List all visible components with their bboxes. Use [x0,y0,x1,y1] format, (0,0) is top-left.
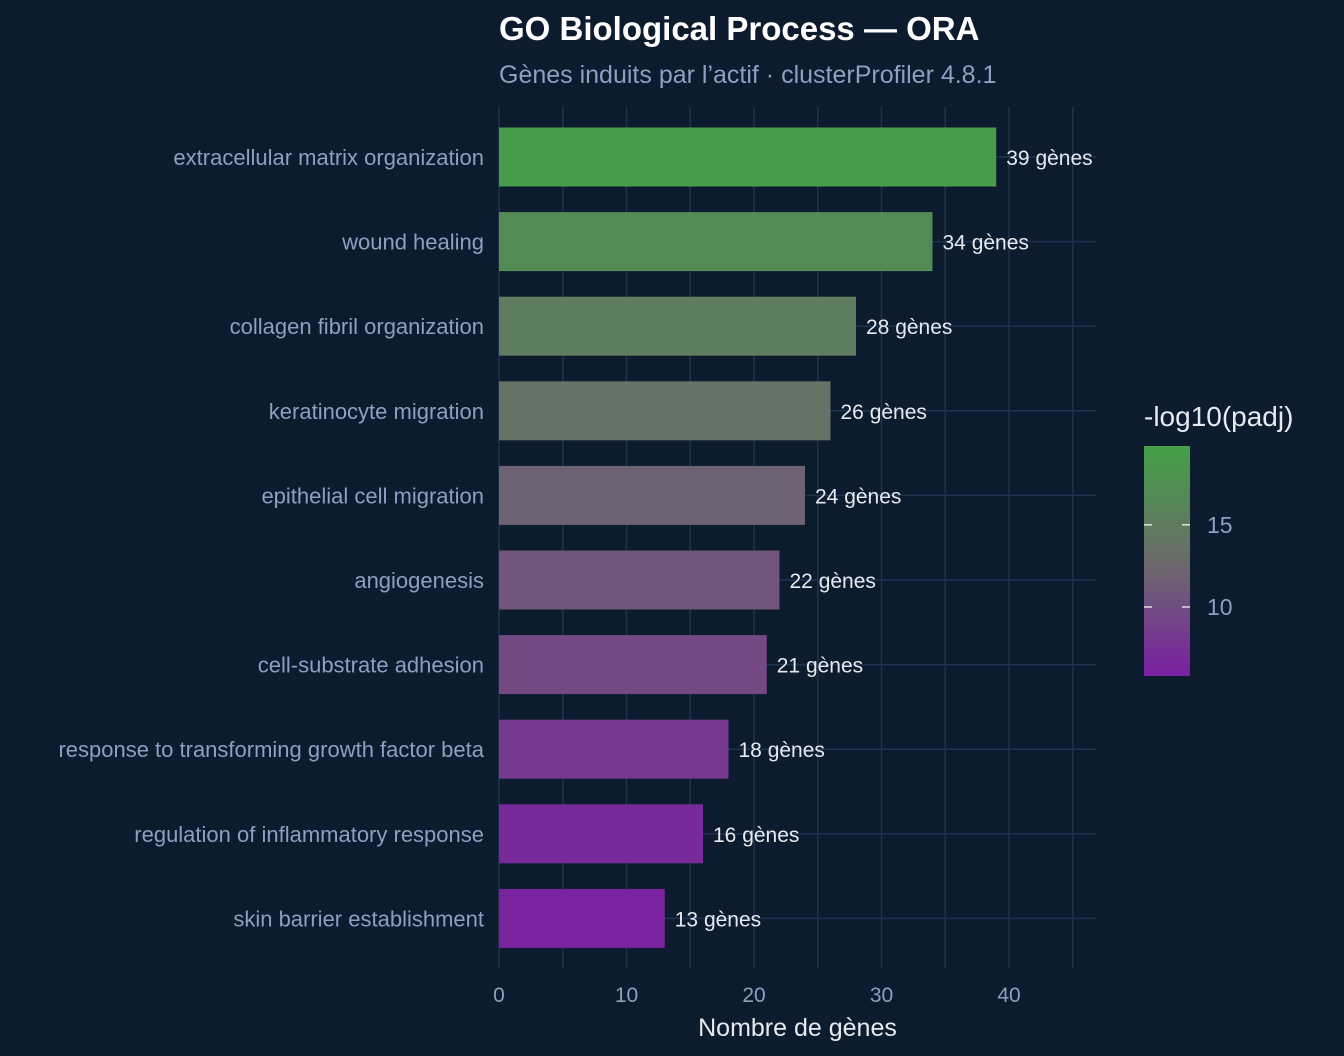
x-axis-title: Nombre de gènes [698,1014,897,1042]
bar[interactable] [499,296,856,356]
legend-colorbar [1144,446,1190,676]
data-label: 28 gènes [866,316,952,339]
legend-tick-label: 15 [1207,512,1233,538]
category-label: skin barrier establishment [233,906,484,931]
bar[interactable] [499,465,805,525]
data-label: 26 gènes [841,401,927,424]
bar[interactable] [499,719,729,779]
x-tick-label: 0 [493,984,505,1007]
category-label: angiogenesis [354,568,484,593]
chart-subtitle: Gènes induits par l’actif · clusterProfi… [499,61,997,89]
bar[interactable] [499,635,767,695]
category-label: epithelial cell migration [261,483,484,508]
x-tick-label: 40 [997,984,1020,1007]
data-label: 13 gènes [675,908,761,931]
category-label: regulation of inflammatory response [134,822,484,847]
legend-tick-label: 10 [1207,594,1233,620]
bar[interactable] [499,804,703,864]
bar[interactable] [499,550,780,610]
data-label: 34 gènes [943,232,1029,255]
x-tick-label: 20 [742,984,765,1007]
data-label: 22 gènes [790,570,876,593]
bar[interactable] [499,888,665,948]
data-label: 18 gènes [739,739,825,762]
x-tick-label: 10 [615,984,638,1007]
chart-title: GO Biological Process — ORA [499,10,980,47]
bar[interactable] [499,212,933,272]
category-label: collagen fibril organization [230,314,484,339]
bar[interactable] [499,127,997,187]
legend-title: -log10(padj) [1144,401,1293,432]
category-label: keratinocyte migration [269,399,484,424]
category-label: response to transforming growth factor b… [58,737,484,762]
data-label: 16 gènes [713,824,799,847]
data-label: 24 gènes [815,485,901,508]
x-tick-label: 30 [870,984,893,1007]
category-label: extracellular matrix organization [173,145,484,170]
category-label: wound healing [341,230,484,255]
data-label: 39 gènes [1006,147,1092,170]
bar[interactable] [499,381,831,441]
category-label: cell-substrate adhesion [258,653,484,678]
data-label: 21 gènes [777,655,863,678]
